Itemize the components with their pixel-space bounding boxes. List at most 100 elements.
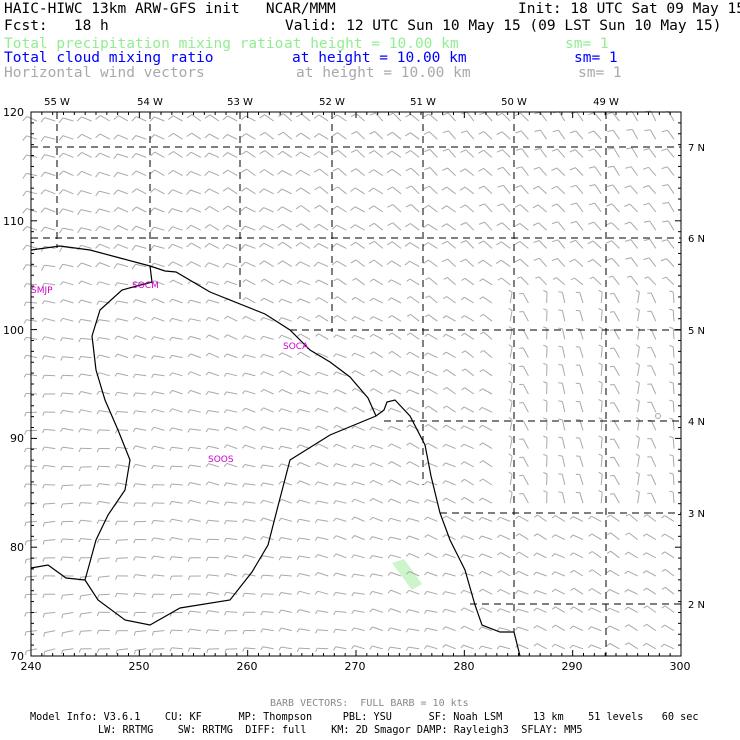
- wind-barb-flag: [96, 466, 100, 471]
- wind-barb-shaft: [463, 443, 474, 450]
- wind-barb-shaft: [117, 372, 129, 377]
- wind-barb-flag: [406, 296, 411, 300]
- wind-barb-shaft: [227, 205, 238, 213]
- wind-barb-flag: [661, 533, 665, 537]
- wind-barb-flag: [115, 558, 118, 563]
- wind-barb-flag: [315, 314, 320, 319]
- wind-barb-shaft: [390, 498, 402, 504]
- wind-barb-flag: [187, 390, 191, 394]
- wind-barb-flag: [607, 129, 614, 133]
- wind-barb-shaft: [63, 189, 74, 195]
- wind-barb-shaft: [356, 131, 365, 140]
- wind-barb-shaft: [561, 474, 566, 486]
- wind-barb-shaft: [482, 259, 493, 268]
- wind-barb-shaft: [554, 643, 566, 650]
- wind-barb-flag: [669, 290, 674, 293]
- wind-barb-shaft: [153, 226, 165, 231]
- wind-barb-shaft: [561, 383, 566, 395]
- wind-barb-flag: [626, 275, 632, 278]
- wind-barb-shaft: [244, 518, 256, 522]
- wind-barb-shaft: [445, 515, 456, 522]
- wind-barb-shaft: [463, 644, 474, 650]
- wind-barb-shaft: [522, 329, 529, 340]
- lat-label-5n: 5 N: [688, 326, 705, 337]
- wind-barb-flag: [24, 594, 27, 599]
- wind-barb-shaft: [63, 152, 74, 158]
- wind-barb-flag: [351, 498, 355, 503]
- wind-barb-flag: [187, 409, 191, 414]
- wind-barb-shaft: [427, 405, 438, 413]
- wind-barb-flag: [96, 410, 100, 415]
- wind-barb-shaft: [135, 427, 147, 431]
- wind-barb-flag: [205, 428, 209, 433]
- wind-barb-shaft: [245, 297, 256, 304]
- wind-barb-flag: [368, 259, 375, 264]
- wind-barb-flag: [313, 243, 319, 248]
- wind-barb-flag: [115, 575, 118, 580]
- wind-barb-shaft: [335, 646, 347, 650]
- wind-barb-shaft: [650, 420, 657, 431]
- lon-label-51w: 51 W: [410, 97, 436, 108]
- wind-barb-shaft: [592, 259, 602, 267]
- wind-barb-shaft: [408, 517, 420, 522]
- wind-barb-flag: [24, 448, 27, 453]
- wind-barb-shaft: [244, 464, 256, 468]
- wind-barb-shaft: [299, 427, 311, 431]
- wind-barb-flag: [42, 374, 45, 380]
- wind-barb-shaft: [208, 371, 220, 377]
- wind-barb-shaft: [594, 184, 602, 195]
- wind-barb-flag: [495, 259, 502, 265]
- wind-barb-flag: [661, 166, 668, 170]
- wind-barb-flag: [533, 533, 538, 537]
- wind-barb-flag: [496, 112, 503, 117]
- wind-barb-shaft: [299, 518, 311, 522]
- wind-barb-flag: [351, 554, 355, 559]
- wind-barb-flag: [643, 148, 650, 151]
- wind-barb-flag: [224, 611, 227, 616]
- wind-barb-flag: [131, 206, 137, 212]
- wind-barb-shaft: [410, 204, 420, 213]
- wind-barb-shaft: [579, 419, 584, 431]
- wind-barb-shaft: [353, 573, 365, 577]
- wind-barb-flag: [41, 317, 45, 322]
- wind-barb-flag: [514, 258, 521, 263]
- wind-barb-flag: [223, 426, 228, 431]
- wind-barb-flag: [168, 151, 174, 156]
- wind-barb-shaft: [445, 534, 456, 541]
- wind-barb-shaft: [226, 280, 238, 286]
- wind-barb-flag: [477, 259, 484, 264]
- wind-barb-shaft: [226, 482, 238, 486]
- wind-barb-shaft: [482, 460, 493, 468]
- wind-barb-flag: [260, 335, 264, 340]
- lat-lon-grid: [31, 112, 681, 656]
- wind-barb-flag: [22, 154, 27, 161]
- wind-barb-flag: [24, 522, 27, 527]
- field-wind-sm: sm= 1: [578, 65, 622, 81]
- wind-barb-shaft: [318, 243, 329, 249]
- wind-barb-flag: [442, 405, 447, 409]
- wind-barb-shaft: [648, 148, 657, 158]
- wind-barb-shaft: [81, 280, 92, 286]
- lon-label-55w: 55 W: [44, 97, 70, 108]
- wind-barb-shaft: [465, 204, 475, 213]
- wind-barb-flag: [187, 500, 191, 504]
- wind-barb-flag: [40, 136, 45, 142]
- wind-barb-shaft: [300, 333, 311, 340]
- wind-barb-shaft: [172, 261, 183, 268]
- wind-barb-flag: [151, 555, 155, 560]
- wind-barb-shaft: [613, 147, 620, 158]
- wind-barb-shaft: [355, 168, 365, 176]
- wind-barb-shaft: [637, 401, 640, 413]
- wind-barb-shaft: [466, 130, 475, 140]
- wind-barb-shaft: [482, 278, 493, 286]
- wind-barb-flag: [205, 520, 209, 525]
- wind-barb-shaft: [481, 424, 493, 431]
- wind-barb-shaft: [280, 574, 292, 577]
- wind-barb-shaft: [353, 592, 365, 595]
- wind-barb-shaft: [299, 298, 311, 304]
- wind-barb-flag: [222, 224, 228, 230]
- wind-barb-flag: [134, 650, 136, 655]
- wind-barb-shaft: [609, 569, 620, 577]
- wind-barb-shaft: [372, 645, 383, 650]
- wind-barb-shaft: [555, 606, 566, 613]
